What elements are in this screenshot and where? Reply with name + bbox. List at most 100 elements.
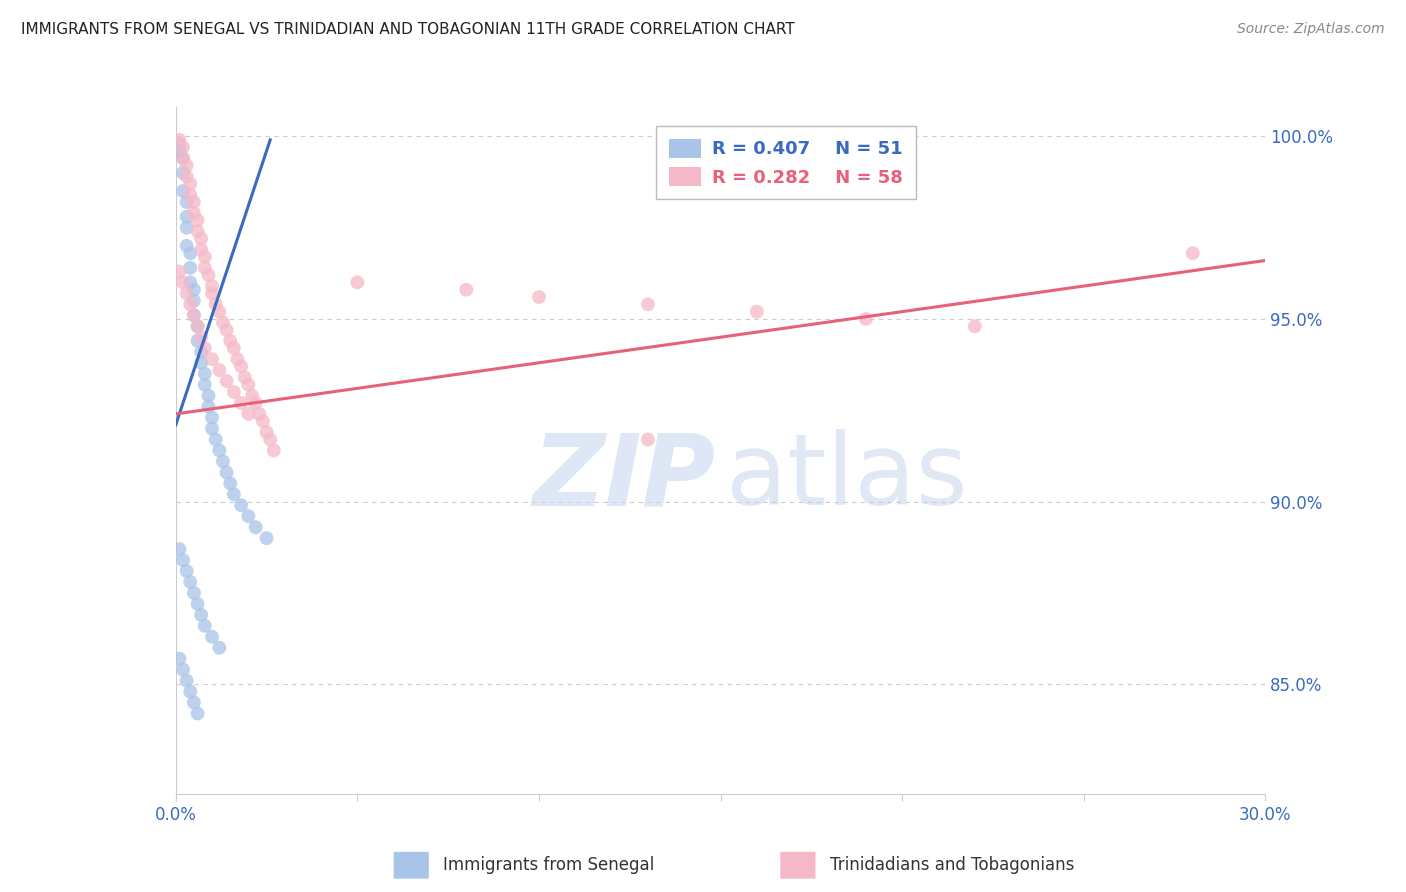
Point — [637, 433, 659, 447]
Point — [215, 323, 238, 337]
Point — [186, 334, 209, 348]
Point — [172, 184, 194, 198]
Point — [256, 425, 278, 440]
Point — [183, 206, 205, 220]
Point — [190, 231, 212, 245]
Text: Trinidadians and Tobagonians: Trinidadians and Tobagonians — [830, 856, 1074, 874]
Point — [176, 239, 198, 253]
Point — [238, 407, 260, 421]
Point — [186, 319, 209, 334]
Point — [245, 396, 267, 410]
Point — [172, 553, 194, 567]
Point — [176, 210, 198, 224]
Point — [179, 246, 201, 260]
Point — [172, 151, 194, 165]
Point — [176, 220, 198, 235]
Point — [186, 224, 209, 238]
Point — [219, 334, 242, 348]
Point — [456, 283, 478, 297]
Point — [208, 304, 231, 318]
Point — [183, 308, 205, 322]
Point — [176, 194, 198, 209]
Point — [197, 268, 219, 282]
Point — [183, 293, 205, 308]
Point — [172, 151, 194, 165]
Point — [247, 407, 270, 421]
Point — [194, 367, 217, 381]
Point — [233, 370, 256, 384]
Point — [183, 194, 205, 209]
Point — [186, 597, 209, 611]
Point — [186, 319, 209, 334]
Point — [222, 487, 245, 501]
Point — [183, 586, 205, 600]
Text: IMMIGRANTS FROM SENEGAL VS TRINIDADIAN AND TOBAGONIAN 11TH GRADE CORRELATION CHA: IMMIGRANTS FROM SENEGAL VS TRINIDADIAN A… — [21, 22, 794, 37]
Point — [169, 133, 191, 147]
Point — [190, 330, 212, 344]
Point — [179, 684, 201, 698]
Point — [240, 389, 263, 403]
Point — [186, 213, 209, 227]
Point — [263, 443, 285, 458]
Point — [637, 297, 659, 311]
Point — [179, 297, 201, 311]
Point — [208, 363, 231, 377]
Point — [245, 520, 267, 534]
Point — [190, 344, 212, 359]
Point — [201, 286, 224, 301]
Point — [176, 169, 198, 184]
Point — [745, 304, 768, 318]
Point — [1181, 246, 1204, 260]
Point — [201, 421, 224, 435]
Point — [204, 297, 226, 311]
Point — [169, 144, 191, 158]
Point — [208, 640, 231, 655]
FancyBboxPatch shape — [780, 852, 815, 879]
Point — [215, 374, 238, 388]
Point — [172, 140, 194, 154]
Point — [176, 564, 198, 578]
Point — [208, 443, 231, 458]
Point — [201, 279, 224, 293]
Point — [179, 260, 201, 275]
Point — [183, 283, 205, 297]
Point — [201, 352, 224, 367]
Point — [238, 509, 260, 524]
Legend: R = 0.407    N = 51, R = 0.282    N = 58: R = 0.407 N = 51, R = 0.282 N = 58 — [657, 127, 915, 200]
Point — [179, 177, 201, 191]
Point — [172, 663, 194, 677]
Point — [169, 651, 191, 665]
Point — [194, 250, 217, 264]
Point — [259, 433, 281, 447]
Point — [256, 531, 278, 545]
Point — [194, 377, 217, 392]
Point — [179, 276, 201, 290]
FancyBboxPatch shape — [394, 852, 429, 879]
Point — [212, 316, 235, 330]
Text: atlas: atlas — [725, 429, 967, 526]
Text: ZIP: ZIP — [531, 429, 716, 526]
Point — [219, 476, 242, 491]
Point — [252, 414, 274, 428]
Point — [222, 384, 245, 399]
Point — [176, 159, 198, 173]
Point — [169, 136, 191, 151]
Point — [238, 377, 260, 392]
Point — [231, 359, 253, 374]
Point — [169, 264, 191, 278]
Point — [204, 433, 226, 447]
Point — [176, 286, 198, 301]
Point — [172, 276, 194, 290]
Point — [231, 498, 253, 512]
Point — [169, 542, 191, 557]
Point — [201, 630, 224, 644]
Point — [212, 454, 235, 468]
Point — [963, 319, 986, 334]
Point — [527, 290, 550, 304]
Point — [222, 341, 245, 355]
Point — [215, 466, 238, 480]
Point — [231, 396, 253, 410]
Point — [179, 574, 201, 589]
Point — [194, 260, 217, 275]
Point — [194, 341, 217, 355]
